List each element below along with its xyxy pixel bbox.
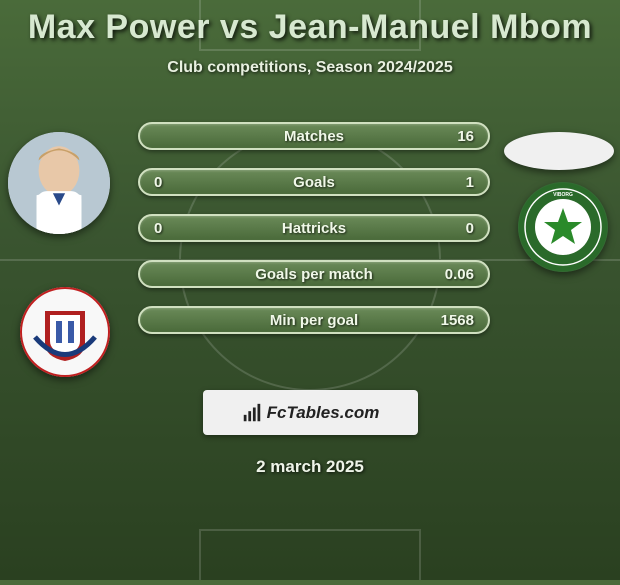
stat-right-value: 16	[426, 128, 474, 145]
stats-list: Matches 16 0 Goals 1 0 Hattricks 0 Goals…	[138, 122, 490, 352]
stat-row: 0 Goals 1	[138, 168, 490, 196]
stat-label: Goals	[202, 174, 426, 191]
date-label: 2 march 2025	[0, 457, 620, 477]
stat-label: Matches	[202, 128, 426, 145]
stat-left-value: 0	[154, 220, 202, 237]
stat-row: Matches 16	[138, 122, 490, 150]
stat-right-value: 1568	[426, 312, 474, 329]
avatar-left	[8, 132, 110, 234]
watermark-text: FcTables.com	[267, 403, 380, 423]
player-left-avatar	[8, 132, 110, 234]
stat-label: Min per goal	[202, 312, 426, 329]
page-title: Max Power vs Jean-Manuel Mbom	[0, 0, 620, 47]
stat-right-value: 0.06	[426, 266, 474, 283]
comparison-panel: VIBORG Matches 16 0 Goals 1 0 Hattricks …	[0, 122, 620, 382]
stat-row: 0 Hattricks 0	[138, 214, 490, 242]
club-badge-left	[20, 287, 110, 377]
stat-row: Min per goal 1568	[138, 306, 490, 334]
avatar-right	[504, 132, 614, 170]
stat-right-value: 1	[426, 174, 474, 191]
chart-icon	[241, 402, 263, 424]
stat-label: Hattricks	[202, 220, 426, 237]
watermark: FcTables.com	[203, 390, 418, 435]
stat-label: Goals per match	[202, 266, 426, 283]
subtitle: Club competitions, Season 2024/2025	[0, 59, 620, 77]
svg-text:VIBORG: VIBORG	[553, 192, 573, 198]
stat-row: Goals per match 0.06	[138, 260, 490, 288]
club-badge-right: VIBORG	[518, 182, 608, 272]
stat-left-value: 0	[154, 174, 202, 191]
player-right-avatar	[504, 132, 614, 170]
stat-right-value: 0	[426, 220, 474, 237]
